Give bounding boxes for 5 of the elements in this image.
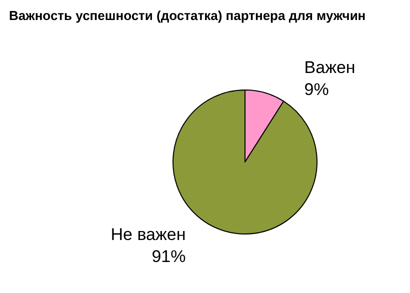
data-label: 91% — [152, 247, 186, 266]
data-label: 9% — [304, 80, 329, 99]
chart-title: Важность успешности (достатка) партнера для мужчин — [9, 8, 366, 23]
slice-label: Не важен — [110, 225, 186, 244]
slice-label: Важен — [304, 58, 356, 77]
